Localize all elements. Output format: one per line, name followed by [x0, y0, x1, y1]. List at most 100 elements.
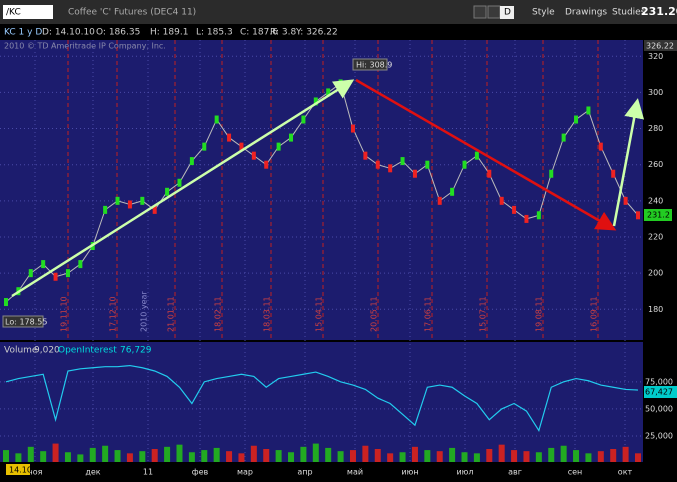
- candle: [301, 115, 306, 124]
- candle: [388, 164, 393, 173]
- symbol-box[interactable]: [3, 5, 53, 19]
- month-label: мар: [237, 468, 253, 477]
- candle: [499, 196, 504, 205]
- event-label: 17.06.11: [424, 296, 433, 332]
- volume-bar: [349, 450, 356, 462]
- oi-tag: [644, 386, 677, 398]
- pane-header: 9,020: [34, 346, 60, 356]
- month-label: 11: [143, 468, 153, 477]
- pane-header: OpenInterest: [58, 346, 117, 356]
- y-tick-label: 220: [648, 232, 663, 241]
- volume-bar: [40, 451, 47, 462]
- volume-bar: [399, 452, 406, 462]
- volume-bar: [126, 453, 133, 462]
- quote-item: R: 3.8: [270, 28, 296, 38]
- month-label: июл: [456, 468, 473, 477]
- last-tag-text: 231.2: [647, 211, 670, 220]
- toolbar: [0, 0, 677, 24]
- volume-bar: [164, 446, 171, 462]
- volume-bar: [213, 447, 220, 462]
- candle: [623, 196, 628, 205]
- event-label: 17.12.10: [109, 296, 118, 332]
- candle: [487, 169, 492, 178]
- volume-bar: [362, 445, 369, 462]
- month-label: апр: [297, 468, 312, 477]
- volume-bar: [3, 450, 9, 462]
- button[interactable]: [500, 6, 514, 19]
- volume-bar: [635, 453, 641, 462]
- symbol[interactable]: /KC: [6, 8, 21, 18]
- volume-bar: [27, 446, 34, 462]
- y-tick-label: 260: [648, 160, 663, 169]
- open-interest-line: [5, 364, 639, 433]
- candle: [561, 133, 566, 142]
- pane-header: Volume: [4, 346, 38, 356]
- top-tag-text: 326.22: [646, 42, 674, 51]
- trend-arrow: [11, 79, 355, 298]
- volume-bar: [201, 450, 208, 462]
- volume-bar: [436, 451, 443, 462]
- button-label[interactable]: Drawings: [565, 8, 607, 18]
- month-label: май: [347, 468, 363, 477]
- copyright: 2010 © TD Ameritrade IP Company, Inc.: [4, 42, 166, 51]
- volume-bar: [548, 447, 555, 462]
- event-label: 21.01.11: [167, 296, 176, 332]
- hi-label: Hi: 308.9: [356, 61, 392, 70]
- candle: [363, 151, 368, 160]
- candle: [400, 157, 405, 166]
- candle: [189, 157, 194, 166]
- candle: [28, 269, 33, 278]
- volume-bar: [449, 447, 456, 462]
- volume-bar: [275, 450, 282, 462]
- y-tick-label: 50,000: [645, 404, 673, 413]
- volume-bar: [325, 447, 332, 462]
- y-tick-label: 280: [648, 124, 663, 133]
- volume-bar: [52, 443, 59, 462]
- button-label[interactable]: Studies: [612, 8, 646, 18]
- month-label: фев: [192, 468, 209, 477]
- volume-bar: [151, 449, 158, 462]
- quote-item: Y: 326.22: [295, 28, 338, 38]
- quote-item: D: 14.10.10: [42, 28, 95, 38]
- trend-arrow: [612, 98, 645, 227]
- volume-bar: [486, 449, 493, 462]
- candle: [425, 160, 430, 169]
- volume-bar: [102, 445, 109, 462]
- volume-pane: [0, 342, 643, 462]
- candle: [227, 133, 232, 142]
- volume-bar: [585, 453, 592, 462]
- volume-bar: [300, 446, 307, 462]
- button-label[interactable]: D: [504, 8, 511, 18]
- quote-item: C: 187.6: [240, 28, 278, 38]
- candle: [152, 205, 157, 214]
- candle: [636, 211, 640, 220]
- link-button[interactable]: [487, 5, 501, 19]
- volume-bar: [473, 453, 480, 462]
- oi-tag-text: 67,427: [645, 388, 673, 397]
- y-tick-label: 25,000: [645, 432, 673, 441]
- candle: [4, 298, 8, 307]
- event-label: 20.05.11: [370, 296, 379, 332]
- month-label: авг: [508, 468, 522, 477]
- y-tick-label: 240: [648, 196, 663, 205]
- volume-bar: [597, 451, 604, 462]
- candle: [598, 142, 603, 151]
- candle: [177, 178, 182, 187]
- volume-bar: [238, 453, 245, 462]
- volume-bar: [77, 454, 84, 462]
- candle: [202, 142, 207, 151]
- volume-bar: [610, 449, 617, 462]
- quote-item: L: 185.3: [196, 28, 233, 38]
- price-pane: [0, 40, 643, 340]
- link-button[interactable]: [473, 5, 487, 19]
- candle: [65, 269, 70, 278]
- candle: [450, 187, 455, 196]
- candle: [474, 151, 479, 160]
- volume-bar: [114, 450, 121, 462]
- volume-bar: [176, 444, 183, 462]
- last-tag: [644, 209, 672, 221]
- event-label: 15.07.11: [479, 296, 488, 332]
- trend-arrow: [355, 78, 617, 231]
- volume-bar: [89, 447, 96, 462]
- button-label[interactable]: Style: [532, 8, 555, 18]
